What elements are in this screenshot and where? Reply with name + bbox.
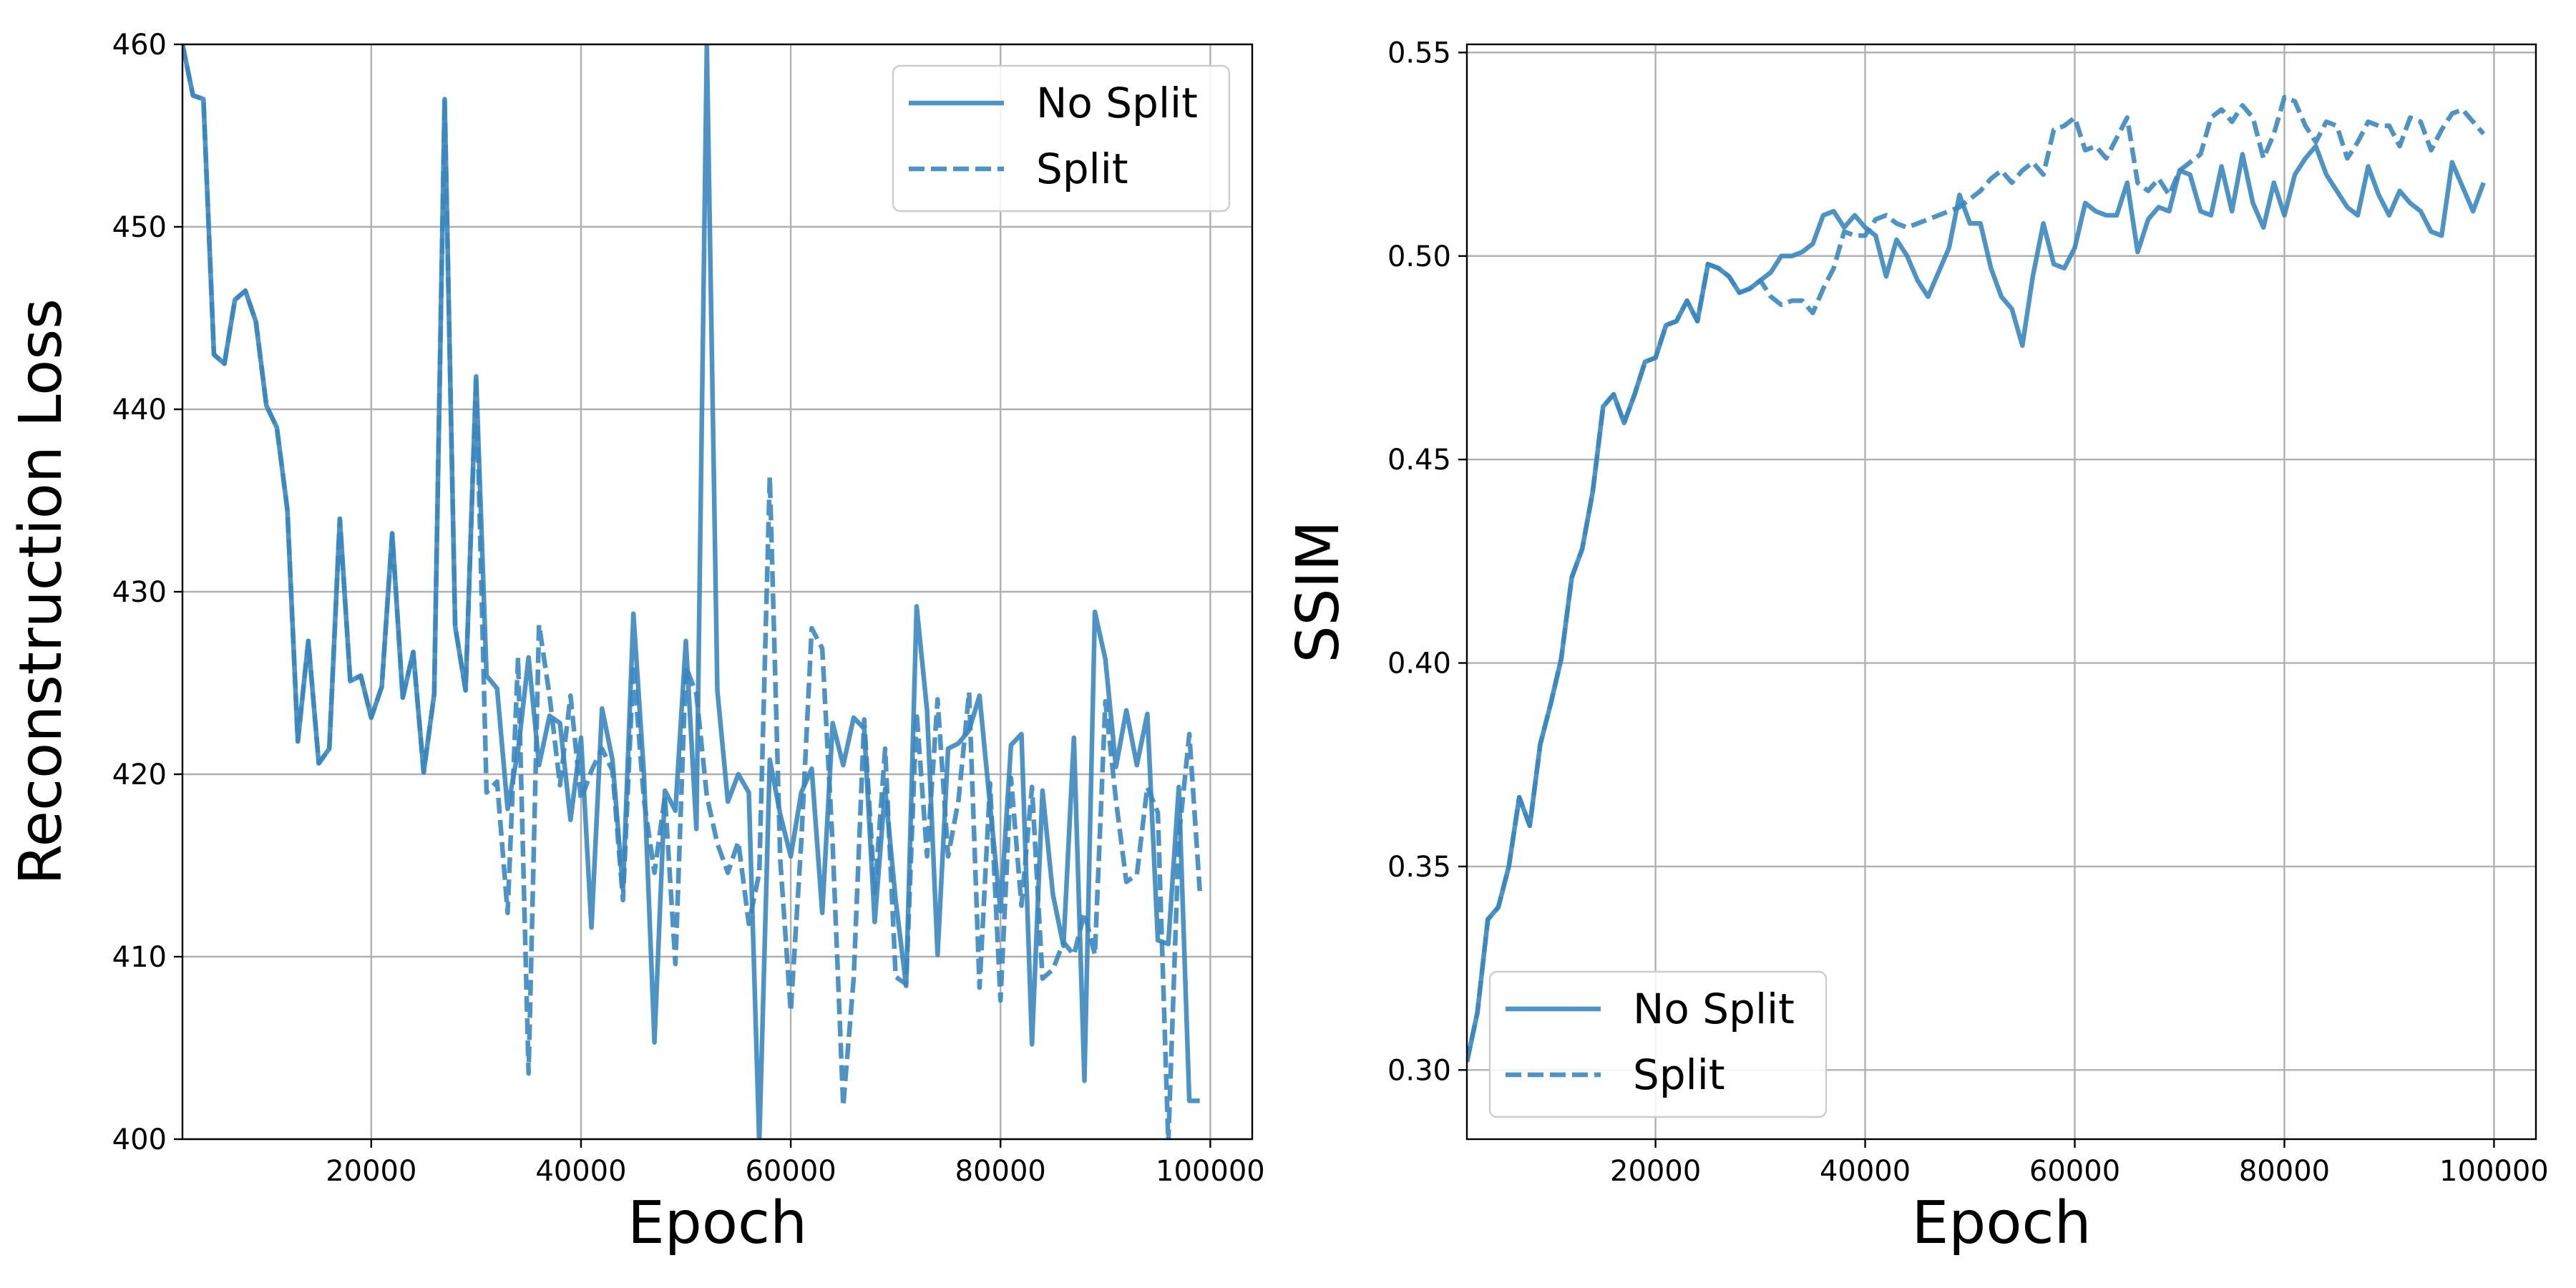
legend: No Split Split bbox=[892, 64, 1231, 213]
y-tick-label: 0.45 bbox=[1387, 444, 1451, 477]
y-tick-label: 440 bbox=[112, 394, 167, 426]
y-axis-label: Reconstruction Loss bbox=[7, 298, 75, 885]
y-tick-label: 0.55 bbox=[1387, 36, 1451, 69]
legend-label: No Split bbox=[1633, 985, 1795, 1033]
x-tick-label: 100000 bbox=[1156, 1155, 1265, 1188]
legend-label: Split bbox=[1036, 145, 1128, 193]
legend-label: No Split bbox=[1036, 79, 1198, 127]
y-tick-label: 410 bbox=[112, 941, 167, 974]
chart-panel-1: 20000 40000 60000 80000 100000 400 410 420 430 44… bbox=[7, 29, 1265, 1257]
y-tick-label: 460 bbox=[112, 29, 167, 62]
y-tick-label: 0.30 bbox=[1387, 1054, 1451, 1087]
x-tick-label: 80000 bbox=[2239, 1155, 2330, 1188]
y-tick-label: 0.35 bbox=[1387, 851, 1451, 884]
y-tick-label: 420 bbox=[112, 758, 167, 791]
legend: No Split Split bbox=[1488, 970, 1828, 1118]
x-tick-label: 100000 bbox=[2439, 1155, 2549, 1188]
x-tick-label: 60000 bbox=[745, 1155, 836, 1188]
x-tick-label: 20000 bbox=[1610, 1155, 1701, 1188]
x-tick-label: 40000 bbox=[1820, 1155, 1911, 1188]
y-tick-label: 0.40 bbox=[1387, 648, 1451, 680]
legend-label: Split bbox=[1633, 1050, 1725, 1099]
y-tick-label: 450 bbox=[112, 211, 167, 244]
series-line-split bbox=[1467, 94, 2486, 1063]
plot-frame bbox=[1465, 43, 2537, 1141]
x-tick-label: 20000 bbox=[326, 1155, 416, 1188]
y-tick-label: 430 bbox=[112, 576, 167, 609]
chart-panel-2: 20000 40000 60000 80000 100000 0.30 0.35 0.40 0.… bbox=[1284, 36, 2549, 1257]
x-tick-label: 40000 bbox=[535, 1155, 626, 1188]
y-tick-label: 400 bbox=[112, 1123, 167, 1156]
series-line-split bbox=[182, 44, 1202, 1139]
x-axis-label: Epoch bbox=[1911, 1189, 2091, 1257]
y-tick-label: 0.50 bbox=[1387, 240, 1451, 273]
x-tick-label: 80000 bbox=[955, 1155, 1046, 1188]
x-axis-label: Epoch bbox=[628, 1189, 807, 1257]
y-axis-label: SSIM bbox=[1284, 520, 1352, 663]
series-line-no-split bbox=[1467, 143, 2486, 1063]
x-tick-label: 60000 bbox=[2029, 1155, 2120, 1188]
